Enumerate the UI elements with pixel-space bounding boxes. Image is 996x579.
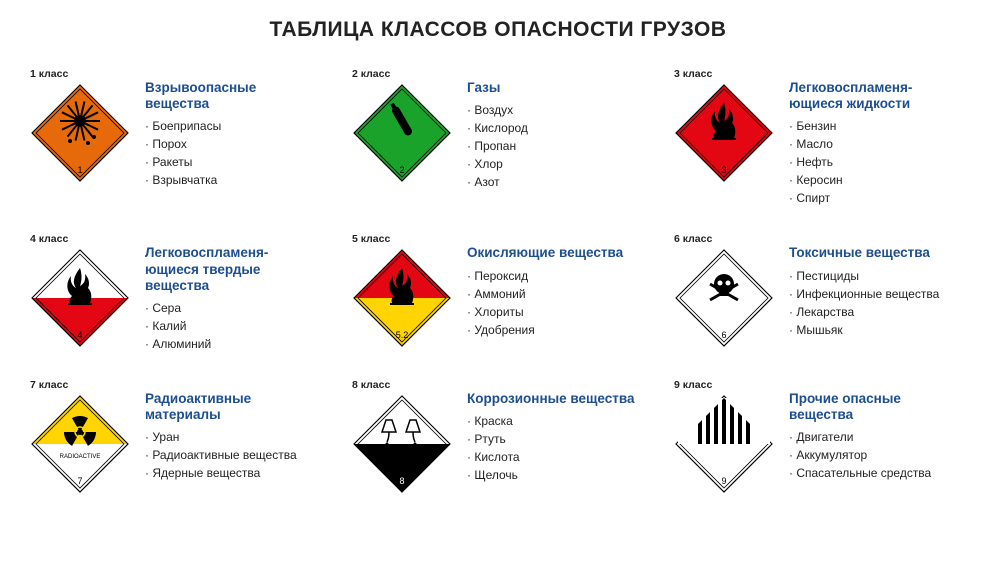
class-label: 9 класс: [674, 379, 789, 391]
list-item: · Удобрения: [467, 321, 623, 339]
list-item: · Хлор: [467, 155, 528, 173]
svg-text:8: 8: [399, 476, 404, 486]
hazard-placard-icon: 4: [30, 248, 130, 348]
class-label: 3 класс: [674, 68, 789, 80]
svg-text:3: 3: [721, 165, 726, 175]
class-label: 6 класс: [674, 233, 789, 245]
class-label: 8 класс: [352, 379, 467, 391]
class-items: · Боеприпасы· Порох· Ракеты· Взрывчатка: [145, 117, 322, 189]
svg-text:4: 4: [77, 330, 82, 340]
class-items: · Воздух· Кислород· Пропан· Хлор· Азот: [467, 101, 528, 191]
class-title: Легковоспламеня-ющиеся твердые вещества: [145, 245, 322, 294]
list-item: · Боеприпасы: [145, 117, 322, 135]
list-item: · Воздух: [467, 101, 528, 119]
list-item: · Калий: [145, 317, 322, 335]
list-item: · Пероксид: [467, 267, 623, 285]
hazard-placard-icon: 8: [352, 394, 452, 494]
list-item: · Хлориты: [467, 303, 623, 321]
hazard-cell-class9: 9 класс: [674, 379, 966, 494]
class-title: Радиоактивные материалы: [145, 391, 322, 423]
list-item: · Мышьяк: [789, 321, 939, 339]
class-items: · Пестициды· Инфекционные вещества· Лека…: [789, 267, 939, 339]
list-item: · Ядерные вещества: [145, 464, 322, 482]
svg-text:1: 1: [77, 165, 82, 175]
hazard-cell-class4: 4 класс 4 Легковоспламеня-ющиеся твердые…: [30, 233, 322, 353]
class-items: · Краска· Ртуть· Кислота· Щелочь: [467, 412, 635, 484]
class-label: 2 класс: [352, 68, 467, 80]
page-title: ТАБЛИЦА КЛАССОВ ОПАСНОСТИ ГРУЗОВ: [30, 18, 966, 42]
class-title: Коррозионные вещества: [467, 391, 635, 407]
hazard-placard-icon: 3: [674, 83, 774, 183]
list-item: · Пропан: [467, 137, 528, 155]
list-item: · Лекарства: [789, 303, 939, 321]
list-item: · Краска: [467, 412, 635, 430]
list-item: · Керосин: [789, 171, 912, 189]
svg-text:2: 2: [399, 165, 404, 175]
list-item: · Пестициды: [789, 267, 939, 285]
list-item: · Аккумулятор: [789, 446, 966, 464]
list-item: · Двигатели: [789, 428, 966, 446]
list-item: · Кислород: [467, 119, 528, 137]
class-title: Токсичные вещества: [789, 245, 939, 261]
class-items: · Уран· Радиоактивные вещества· Ядерные …: [145, 428, 322, 482]
hazard-placard-icon: 6: [674, 248, 774, 348]
hazard-cell-class6: 6 класс 6 Токсичные вещества· Пестициды·…: [674, 233, 966, 353]
list-item: · Азот: [467, 173, 528, 191]
class-label: 4 класс: [30, 233, 145, 245]
list-item: · Нефть: [789, 153, 912, 171]
hazard-cell-class7: 7 класс RADIOACTIVE 7 Радиоактивные мате…: [30, 379, 322, 494]
class-items: · Двигатели· Аккумулятор· Спасательные с…: [789, 428, 966, 482]
list-item: · Уран: [145, 428, 322, 446]
list-item: · Инфекционные вещества: [789, 285, 939, 303]
list-item: · Ртуть: [467, 430, 635, 448]
hazard-placard-icon: 2: [352, 83, 452, 183]
list-item: · Кислота: [467, 448, 635, 466]
class-items: · Пероксид· Аммоний· Хлориты· Удобрения: [467, 267, 623, 339]
list-item: · Бензин: [789, 117, 912, 135]
list-item: · Радиоактивные вещества: [145, 446, 322, 464]
class-label: 5 класс: [352, 233, 467, 245]
class-title: Окисляющие вещества: [467, 245, 623, 261]
class-label: 1 класс: [30, 68, 145, 80]
svg-text:7: 7: [77, 476, 82, 486]
class-title: Легковоспламеня-ющиеся жидкости: [789, 80, 912, 112]
hazard-grid: 1 класс 1 Взрывоопасные вещества · Боепри…: [30, 68, 966, 494]
class-items: · Бензин· Масло· Нефть· Керосин· Спирт: [789, 117, 912, 207]
svg-text:RADIOACTIVE: RADIOACTIVE: [60, 454, 101, 460]
hazard-placard-icon: RADIOACTIVE 7: [30, 394, 130, 494]
list-item: · Спасательные средства: [789, 464, 966, 482]
list-item: · Алюминий: [145, 335, 322, 353]
hazard-cell-class2: 2 класс 2 Газы · Воздух· Кислород· Пропан…: [352, 68, 644, 207]
hazard-cell-class8: 8 класс 8 Коррозионные вещества· Краска·…: [352, 379, 644, 494]
svg-text:6: 6: [721, 330, 726, 340]
svg-text:5.2: 5.2: [396, 330, 409, 340]
class-title: Прочие опасные вещества: [789, 391, 966, 423]
list-item: · Сера: [145, 299, 322, 317]
hazard-cell-class5: 5 класс 5.2 Окисляющие вещества · Перокси…: [352, 233, 644, 353]
list-item: · Взрывчатка: [145, 171, 322, 189]
hazard-placard-icon: 5.2: [352, 248, 452, 348]
class-title: Газы: [467, 80, 528, 96]
class-label: 7 класс: [30, 379, 145, 391]
hazard-cell-class1: 1 класс 1 Взрывоопасные вещества · Боепри…: [30, 68, 322, 207]
class-title: Взрывоопасные вещества: [145, 80, 322, 112]
hazard-cell-class3: 3 класс 3 Легковоспламеня-ющиеся жидкост…: [674, 68, 966, 207]
list-item: · Щелочь: [467, 466, 635, 484]
list-item: · Порох: [145, 135, 322, 153]
list-item: · Спирт: [789, 189, 912, 207]
hazard-placard-icon: 1: [30, 83, 130, 183]
svg-text:9: 9: [721, 476, 726, 486]
list-item: · Ракеты: [145, 153, 322, 171]
list-item: · Аммоний: [467, 285, 623, 303]
class-items: · Сера· Калий· Алюминий: [145, 299, 322, 353]
hazard-placard-icon: 9: [674, 394, 774, 494]
list-item: · Масло: [789, 135, 912, 153]
